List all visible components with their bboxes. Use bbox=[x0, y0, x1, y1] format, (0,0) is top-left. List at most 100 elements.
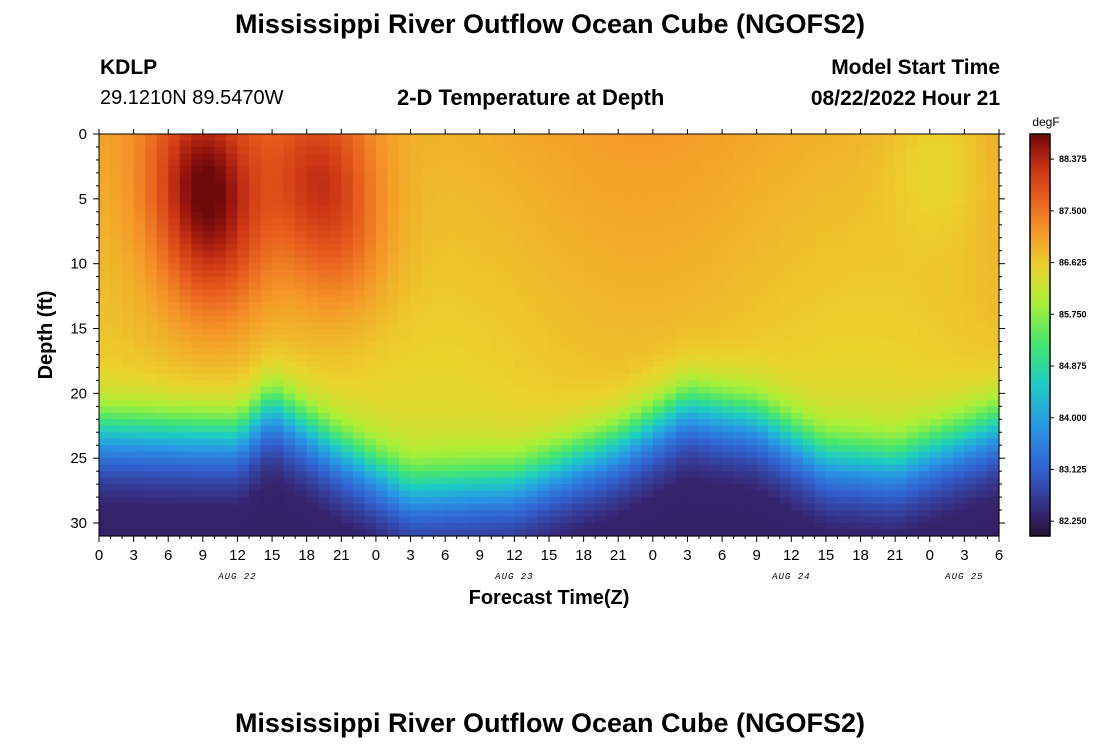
heatmap-cell bbox=[618, 283, 631, 291]
heatmap-cell bbox=[191, 425, 204, 433]
heatmap-cell bbox=[802, 523, 815, 531]
heatmap-cell bbox=[791, 283, 804, 291]
heatmap-cell bbox=[849, 263, 862, 271]
heatmap-cell bbox=[341, 373, 354, 381]
heatmap-cell bbox=[433, 153, 446, 161]
heatmap-cell bbox=[318, 497, 331, 505]
heatmap-cell bbox=[825, 198, 839, 206]
heatmap-cell bbox=[699, 224, 712, 232]
heatmap-cell bbox=[272, 406, 285, 414]
heatmap-cell bbox=[502, 354, 515, 362]
heatmap-cell bbox=[145, 367, 158, 375]
heatmap-cell bbox=[756, 399, 769, 407]
heatmap-cell bbox=[468, 464, 481, 472]
heatmap-cell bbox=[849, 406, 862, 414]
heatmap-cell bbox=[272, 250, 285, 258]
heatmap-cell bbox=[733, 477, 746, 485]
heatmap-cell bbox=[975, 464, 989, 472]
heatmap-cell bbox=[964, 399, 977, 407]
heatmap-cell bbox=[583, 490, 596, 498]
heatmap-cell bbox=[791, 367, 804, 375]
heatmap-cell bbox=[768, 484, 781, 492]
heatmap-cell bbox=[168, 419, 181, 427]
heatmap-cell bbox=[422, 516, 435, 524]
heatmap-cell bbox=[260, 438, 273, 446]
heatmap-cell bbox=[572, 153, 585, 161]
heatmap-cell bbox=[964, 218, 977, 226]
heatmap-cell bbox=[872, 205, 885, 213]
heatmap-cell bbox=[618, 302, 631, 310]
heatmap-cell bbox=[583, 289, 596, 297]
heatmap-cell bbox=[375, 309, 389, 317]
heatmap-cell bbox=[964, 458, 977, 466]
heatmap-cell bbox=[906, 510, 919, 518]
heatmap-cell bbox=[964, 464, 977, 472]
heatmap-cell bbox=[133, 458, 146, 466]
heatmap-cell bbox=[122, 399, 135, 407]
heatmap-cell bbox=[260, 153, 273, 161]
heatmap-cell bbox=[756, 322, 769, 330]
heatmap-cell bbox=[191, 347, 204, 356]
heatmap-cell bbox=[791, 134, 804, 142]
heatmap-cell bbox=[549, 218, 562, 226]
heatmap-cell bbox=[272, 412, 285, 420]
heatmap-cell bbox=[572, 172, 585, 180]
heatmap-cell bbox=[872, 503, 885, 511]
heatmap-cell bbox=[283, 328, 296, 336]
heatmap-cell bbox=[295, 477, 308, 485]
heatmap-cell bbox=[883, 172, 896, 180]
heatmap-cell bbox=[549, 270, 562, 278]
heatmap-cell bbox=[272, 153, 285, 161]
heatmap-cell bbox=[364, 393, 377, 401]
heatmap-cell bbox=[375, 146, 389, 155]
heatmap-cell bbox=[283, 432, 296, 440]
heatmap-cell bbox=[802, 134, 815, 142]
heatmap-cell bbox=[479, 231, 492, 239]
heatmap-cell bbox=[168, 172, 181, 180]
heatmap-cell bbox=[964, 497, 977, 505]
heatmap-cell bbox=[387, 477, 400, 485]
heatmap-cell bbox=[306, 309, 319, 317]
heatmap-cell bbox=[341, 464, 354, 472]
heatmap-cell bbox=[722, 406, 735, 414]
heatmap-cell bbox=[502, 451, 515, 459]
heatmap-cell bbox=[722, 335, 735, 343]
heatmap-cell bbox=[387, 438, 400, 446]
heatmap-cell bbox=[952, 335, 965, 343]
heatmap-cell bbox=[745, 231, 758, 239]
heatmap-cell bbox=[110, 218, 123, 226]
heatmap-cell bbox=[837, 205, 850, 213]
heatmap-cell bbox=[987, 341, 1000, 349]
heatmap-cell bbox=[837, 471, 850, 479]
heatmap-cell bbox=[202, 296, 215, 304]
heatmap-cell bbox=[687, 516, 700, 524]
heatmap-cell bbox=[722, 477, 735, 485]
heatmap-cell bbox=[387, 328, 400, 336]
heatmap-cell bbox=[410, 386, 423, 394]
x-tick-label: 3 bbox=[683, 547, 691, 564]
heatmap-cell bbox=[468, 244, 481, 252]
heatmap-cell bbox=[225, 393, 239, 401]
heatmap-cell bbox=[583, 205, 596, 213]
heatmap-cell bbox=[525, 276, 539, 284]
heatmap-cell bbox=[860, 315, 873, 323]
heatmap-cell bbox=[202, 231, 215, 239]
heatmap-cell bbox=[710, 484, 723, 492]
heatmap-cell bbox=[849, 516, 862, 524]
heatmap-cell bbox=[99, 302, 112, 310]
heatmap-cell bbox=[710, 503, 723, 511]
heatmap-cell bbox=[872, 328, 885, 336]
heatmap-cell bbox=[329, 516, 342, 524]
heatmap-cell bbox=[352, 523, 365, 531]
heatmap-cell bbox=[825, 360, 839, 369]
heatmap-cell bbox=[133, 529, 146, 537]
heatmap-cell bbox=[791, 477, 804, 485]
heatmap-cell bbox=[514, 393, 527, 401]
heatmap-cell bbox=[652, 510, 665, 518]
heatmap-cell bbox=[952, 380, 965, 388]
heatmap-cell bbox=[618, 205, 631, 213]
heatmap-cell bbox=[445, 153, 458, 161]
heatmap-cell bbox=[906, 484, 919, 492]
heatmap-cell bbox=[329, 464, 342, 472]
heatmap-cell bbox=[652, 185, 665, 193]
